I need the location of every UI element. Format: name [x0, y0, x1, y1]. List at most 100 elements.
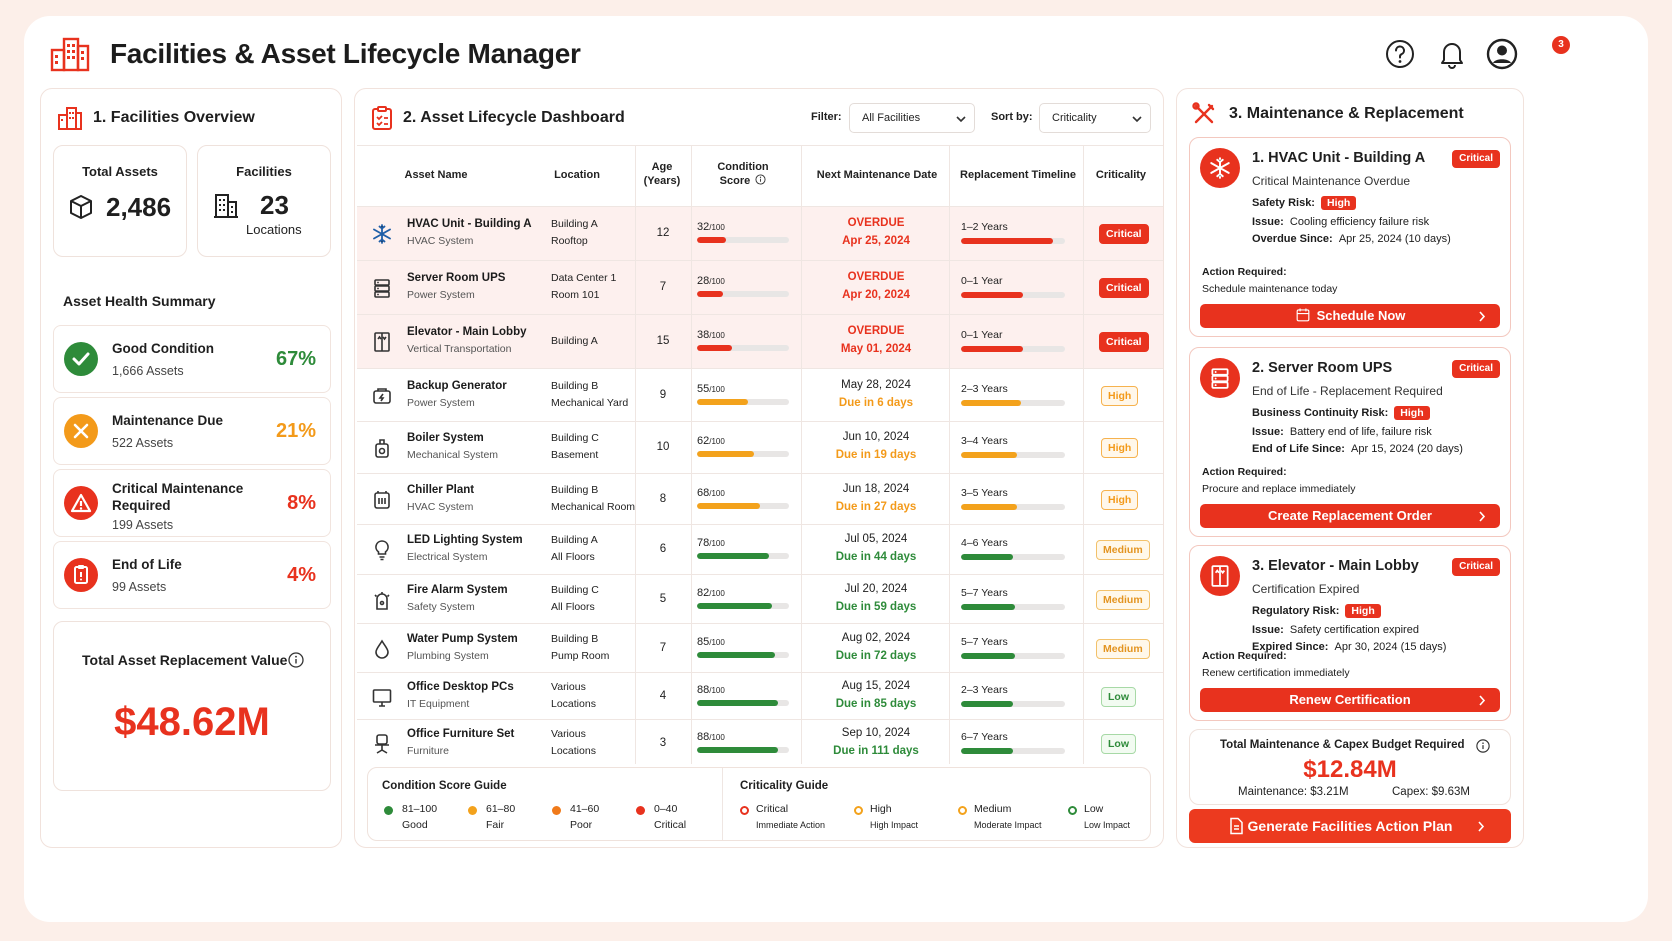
- asset-name[interactable]: Water Pump System: [407, 632, 518, 645]
- health-title: Asset Health Summary: [63, 293, 216, 309]
- score-value: 88: [697, 730, 710, 743]
- app-title: Facilities & Asset Lifecycle Manager: [110, 38, 581, 69]
- maintenance-card[interactable]: 2. Server Room UPS Critical End of Life …: [1189, 347, 1511, 537]
- table-row[interactable]: Backup Generator Power System Building B…: [357, 368, 1163, 421]
- snowflake-icon: [373, 224, 391, 244]
- health-pct: 67%: [275, 348, 316, 370]
- timeline-bar: [961, 652, 1065, 659]
- table-row[interactable]: Fire Alarm System Safety System Building…: [357, 574, 1163, 623]
- column-header[interactable]: Next Maintenance Date: [816, 169, 938, 181]
- location-line-2: All Floors: [551, 600, 595, 613]
- asset-name[interactable]: Office Furniture Set: [407, 727, 515, 740]
- health-item-maintenance[interactable]: Maintenance Due 522 Assets 21%: [53, 397, 331, 465]
- replacement-timeline: 3–5 Years: [961, 486, 1008, 499]
- maintenance-panel: 3. Maintenance & Replacement 1. HVAC Uni…: [1176, 88, 1524, 848]
- health-item-good[interactable]: Good Condition 1,666 Assets 67%: [53, 325, 331, 393]
- asset-name[interactable]: LED Lighting System: [407, 534, 523, 546]
- issue-line: Issue: Cooling efficiency failure risk: [1252, 216, 1429, 228]
- guide-ring: [854, 806, 863, 815]
- table-row[interactable]: Boiler System Mechanical System Building…: [357, 421, 1163, 473]
- criticality-badge: Critical: [1099, 224, 1149, 244]
- score-max: /100: [709, 384, 725, 394]
- guide-label: Good: [402, 819, 428, 831]
- condition-score: 85/100: [697, 636, 725, 648]
- facilities-card: Facilities 23 Locations: [197, 145, 331, 257]
- health-item-end-of-life[interactable]: End of Life 99 Assets 4%: [53, 541, 331, 609]
- replacement-timeline: 3–4 Years: [961, 435, 1008, 447]
- score-max: /100: [709, 732, 725, 742]
- replacement-value-card: Total Asset Replacement Value $48.62M: [53, 621, 331, 791]
- table-row[interactable]: Server Room UPS Power System Data Center…: [357, 260, 1163, 314]
- criticality-badge: High: [1101, 489, 1139, 510]
- timeline-bar-fill: [961, 399, 1022, 406]
- location-line-1: Building C: [551, 583, 599, 596]
- score-value: 28: [697, 275, 710, 287]
- column-header[interactable]: Criticality: [1095, 169, 1147, 181]
- asset-name[interactable]: HVAC Unit - Building A: [407, 218, 532, 230]
- risk-badge: High: [1394, 406, 1430, 420]
- condition-bar-fill: [697, 291, 723, 297]
- asset-name[interactable]: Boiler System: [407, 432, 484, 444]
- condition-bar-fill: [697, 502, 760, 509]
- sort-select[interactable]: Criticality: [1039, 103, 1151, 133]
- asset-name[interactable]: Backup Generator: [407, 379, 507, 392]
- maintenance-card[interactable]: 1. HVAC Unit - Building A Critical Criti…: [1189, 137, 1511, 337]
- guide-label: Critical: [756, 803, 789, 815]
- column-header[interactable]: Replacement Timeline: [960, 169, 1076, 181]
- timeline-bar-fill: [961, 700, 1013, 707]
- asset-name[interactable]: Server Room UPS: [407, 272, 506, 284]
- info-icon[interactable]: [1476, 739, 1490, 753]
- condition-bar: [697, 502, 789, 509]
- maintenance-date-secondary: Apr 25, 2024: [842, 235, 910, 247]
- info-icon[interactable]: [288, 652, 304, 668]
- guide-ring: [740, 806, 749, 815]
- table-row[interactable]: HVAC Unit - Building A HVAC System Build…: [357, 206, 1163, 260]
- action-label: Action Required:: [1202, 266, 1287, 278]
- document-icon: [1230, 817, 1243, 835]
- card-action-button[interactable]: Renew Certification: [1200, 688, 1500, 712]
- guide-label: Low: [1084, 803, 1104, 815]
- generator-icon: [373, 387, 391, 404]
- filter-label: Filter:: [811, 111, 842, 123]
- card-action-button[interactable]: Create Replacement Order: [1200, 504, 1500, 528]
- critical-badge: Critical: [1452, 360, 1500, 378]
- since-label: Overdue Since:: [1252, 233, 1333, 245]
- asset-name[interactable]: Fire Alarm System: [407, 583, 508, 596]
- table-row[interactable]: Water Pump System Plumbing System Buildi…: [357, 623, 1163, 672]
- timeline-bar: [961, 700, 1065, 707]
- asset-name[interactable]: Office Desktop PCs: [407, 680, 514, 693]
- maintenance-date-primary: May 28, 2024: [841, 378, 911, 391]
- bell-icon[interactable]: [1436, 38, 1468, 70]
- table-row[interactable]: Office Furniture Set Furniture Various L…: [357, 719, 1163, 766]
- replacement-timeline: 1–2 Years: [961, 221, 1008, 233]
- replacement-timeline: 2–3 Years: [961, 683, 1008, 696]
- user-avatar-icon[interactable]: [1486, 38, 1518, 70]
- table-row[interactable]: LED Lighting System Electrical System Bu…: [357, 524, 1163, 574]
- column-header[interactable]: Asset Name: [404, 169, 468, 181]
- since-label: End of Life Since:: [1252, 443, 1345, 455]
- generate-action-plan-button[interactable]: Generate Facilities Action Plan: [1189, 809, 1511, 843]
- column-header[interactable]: Condition Score: [707, 160, 779, 188]
- table-row[interactable]: Elevator - Main Lobby Vertical Transport…: [357, 314, 1163, 368]
- health-item-critical[interactable]: Critical Maintenance Required 199 Assets…: [53, 469, 331, 537]
- guide-ring: [958, 806, 967, 815]
- risk-label: Regulatory Risk:: [1252, 605, 1340, 617]
- asset-name[interactable]: Chiller Plant: [407, 483, 475, 496]
- maintenance-card[interactable]: 3. Elevator - Main Lobby Critical Certif…: [1189, 545, 1511, 721]
- chevron-right-icon: [1479, 511, 1486, 522]
- table-row[interactable]: Office Desktop PCs IT Equipment Various …: [357, 672, 1163, 719]
- location-line-1: Building B: [551, 379, 599, 392]
- guide-label: Poor: [570, 819, 593, 831]
- location-line-2: Rooftop: [551, 235, 588, 247]
- score-max: /100: [709, 685, 725, 695]
- column-header[interactable]: Age (Years): [643, 161, 681, 187]
- table-row[interactable]: Chiller Plant HVAC System Building B Mec…: [357, 473, 1163, 524]
- column-header[interactable]: Location: [554, 169, 600, 181]
- maintenance-date-secondary: Due in 19 days: [835, 449, 917, 461]
- elevator-icon: [1200, 556, 1240, 596]
- help-icon[interactable]: [1384, 38, 1416, 70]
- asset-name[interactable]: Elevator - Main Lobby: [407, 326, 527, 338]
- filter-select[interactable]: All Facilities: [849, 103, 975, 133]
- asset-lifecycle-panel: 2. Asset Lifecycle Dashboard Filter: All…: [354, 88, 1164, 848]
- card-action-button[interactable]: Schedule Now: [1200, 304, 1500, 328]
